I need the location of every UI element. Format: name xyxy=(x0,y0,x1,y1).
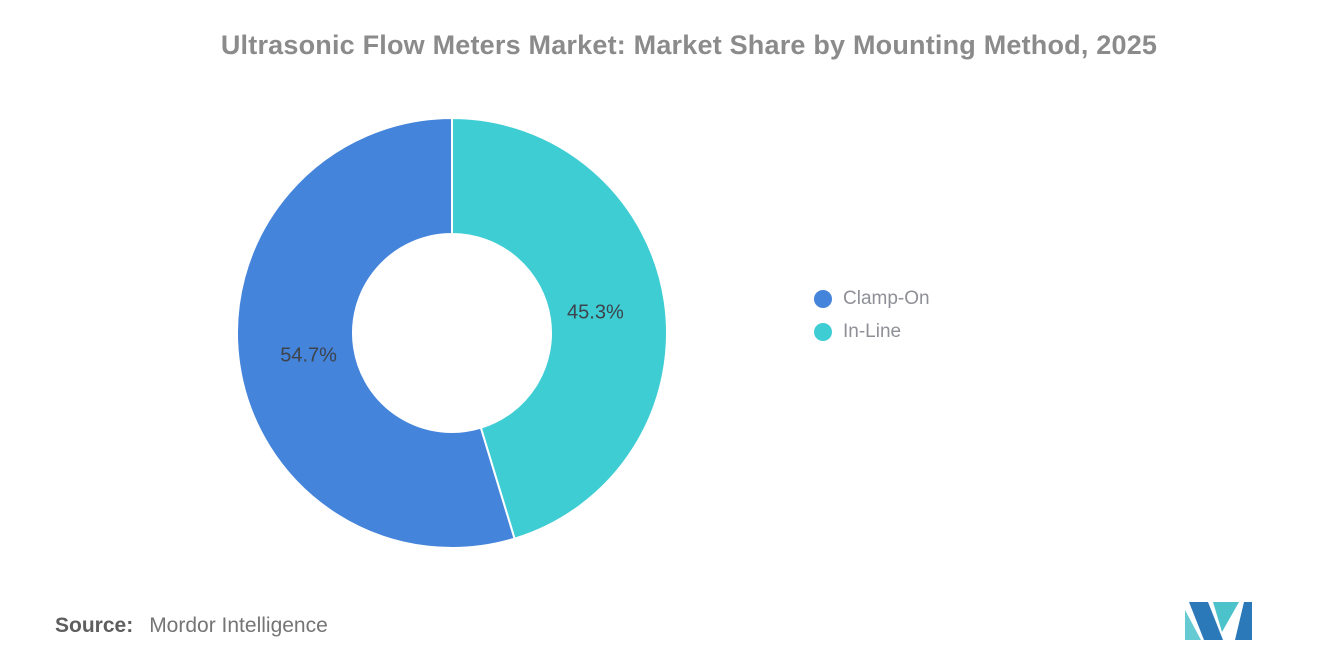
legend-marker-clamp-on-icon xyxy=(814,290,832,308)
donut-svg: 45.3% 54.7% xyxy=(237,118,667,548)
mordor-intelligence-logo-icon xyxy=(1185,602,1252,640)
legend-item-in-line: In-Line xyxy=(814,320,930,344)
pie-slice-clamp-on xyxy=(237,118,516,548)
data-label-in-line: 45.3% xyxy=(567,302,624,324)
source-text: Mordor Intelligence xyxy=(149,614,328,637)
legend-label-clamp-on: Clamp-On xyxy=(843,288,930,309)
source-label: Source: xyxy=(55,614,134,637)
source-attribution: Source: Mordor Intelligence xyxy=(55,614,328,638)
legend-item-clamp-on: Clamp-On xyxy=(814,287,930,311)
legend-marker-in-line-icon xyxy=(814,323,832,341)
chart-title: Ultrasonic Flow Meters Market: Market Sh… xyxy=(220,30,1158,60)
donut-chart: 45.3% 54.7% xyxy=(237,118,667,548)
pie-slice-in-line xyxy=(451,118,667,540)
legend-label-in-line: In-Line xyxy=(843,321,902,342)
chart-legend: Clamp-On In-Line xyxy=(814,287,930,353)
data-label-clamp-on: 54.7% xyxy=(280,344,337,366)
